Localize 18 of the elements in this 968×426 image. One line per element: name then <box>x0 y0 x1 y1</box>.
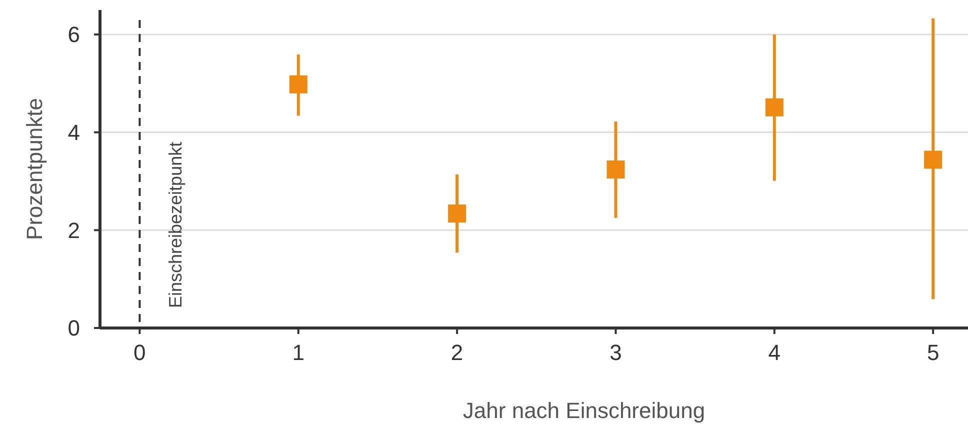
y-tick-label: 4 <box>68 120 80 146</box>
x-axis-title: Jahr nach Einschreibung <box>462 398 706 423</box>
x-tick-label: 4 <box>768 340 781 365</box>
x-tick-label: 0 <box>134 340 146 365</box>
y-tick-label: 0 <box>68 316 80 341</box>
y-tick-label: 2 <box>68 218 80 243</box>
x-tick-label: 5 <box>926 340 940 365</box>
y-tick-label: 6 <box>68 22 80 48</box>
point <box>448 204 466 223</box>
x-tick-label: 1 <box>292 340 304 365</box>
point <box>765 98 784 116</box>
ref-line-label: Einschreibezeitpunkt <box>166 142 186 308</box>
point <box>289 75 308 94</box>
point <box>606 160 625 178</box>
x-tick-label: 2 <box>450 340 464 365</box>
point <box>924 150 942 169</box>
y-axis-title: Prozentpunkte <box>22 98 47 240</box>
x-tick-label: 3 <box>610 340 622 365</box>
